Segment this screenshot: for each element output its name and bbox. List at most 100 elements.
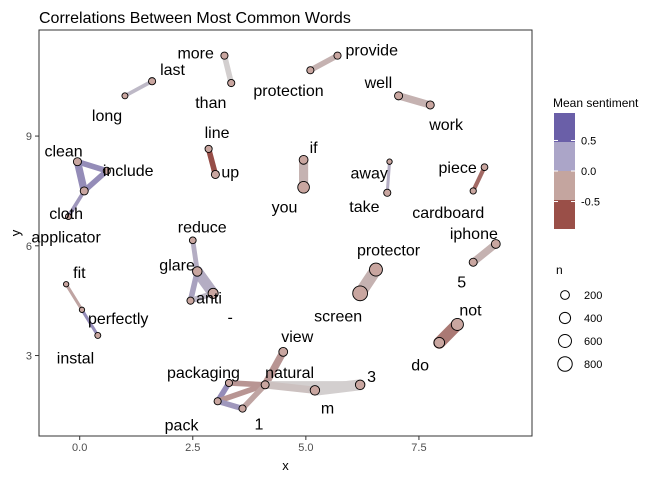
y-tick-label: 6 [26,241,32,253]
word-label-take: take [349,199,379,216]
node-m [309,385,321,396]
word-label-long: long [92,108,122,125]
edge-last-long [123,79,154,98]
size-legend-label: 800 [584,359,602,371]
node-protector [369,262,383,277]
edge-1-natural [239,382,268,412]
edge-piece-cardboard [471,165,487,194]
node-glare [192,266,203,277]
word-label-reduce: reduce [178,219,227,236]
word-label-line: line [205,125,230,142]
node-iphone [490,239,501,249]
word-label-packaging: packaging [167,365,240,382]
node-reduce [188,236,197,245]
node-cloth [79,186,89,196]
edge-natural-m [261,381,319,394]
node-provide [333,51,342,60]
y-axis: 3 6 9 [26,131,39,363]
node-anti [207,287,219,299]
node-up [210,169,220,179]
word-label-perfectly: perfectly [88,311,148,328]
node-sym25 [186,296,195,305]
size-legend-circle [560,290,570,300]
word-label-sym25: - [228,310,233,327]
word-label-5: 5 [457,274,466,291]
edge-provide-protection [307,52,341,74]
color-legend-title: Mean sentiment [553,96,639,110]
node-long [121,92,129,100]
node-do [433,336,446,349]
word-labels-layer: more than provide protection last long well wor… [31,43,498,435]
x-tick-label: 5.0 [298,442,313,454]
node-work [425,100,435,110]
node-instal [94,331,102,339]
edge-away-take [385,160,392,195]
size-legend-title: n [556,263,563,277]
edge-clean-cloth [73,157,88,195]
node-last [148,77,157,86]
word-label-applicator: applicator [31,230,101,247]
node-pack [213,397,222,406]
edge-cloth-include [81,168,110,194]
edge-m-3 [309,379,366,396]
word-label-pack: pack [165,417,200,434]
y-tick-label: 3 [26,351,32,363]
node-clean [72,157,82,167]
size-legend-label: 600 [584,336,602,348]
word-label-piece: piece [439,160,477,177]
word-label-m: m [321,400,334,417]
node-away [386,158,393,165]
node-take [383,188,392,197]
chart-title: Correlations Between Most Common Words [39,10,351,27]
node-view [278,347,289,357]
word-label-provide: provide [346,43,399,60]
color-legend: Mean sentiment 0.5 0.0 -0.5 [553,96,639,229]
word-label-1: 1 [255,417,264,434]
color-legend-tick-label: 0.0 [581,166,596,178]
word-label-protection: protection [253,83,323,100]
word-label-well: well [364,75,393,92]
edge-pack-1 [214,398,246,412]
edge-fit-perfectly [64,282,84,312]
node-1 [238,404,247,413]
node-well [394,91,404,101]
color-legend-bar [554,113,575,229]
x-tick-label: 0.0 [72,442,87,454]
size-legend: n 200 400 600 800 [556,263,602,372]
word-label-cloth: cloth [49,206,83,223]
word-label-than: than [195,95,226,112]
word-label-more: more [177,46,214,63]
word-label-3: 3 [367,369,376,386]
plot-panel [38,29,533,437]
word-label-screen: screen [314,308,362,325]
node-5 [468,257,478,267]
y-tick-label: 9 [26,131,32,143]
edge-well-work [394,92,434,109]
x-tick-label: 7.5 [411,442,426,454]
word-label-if: if [310,140,319,157]
node-cardboard [469,187,477,195]
color-legend-swatch [554,200,575,229]
edge-view-natural [261,348,287,389]
word-label-include: include [103,163,154,180]
size-legend-label: 200 [584,290,602,302]
node-natural [260,380,270,390]
color-legend-swatch [554,113,575,142]
node-screen [352,285,368,302]
size-legend-items: 200 400 600 800 [557,290,602,372]
nodes-layer [62,51,501,413]
node-protection [306,66,315,75]
y-axis-title: y [8,229,23,236]
word-label-anti: anti [196,290,222,307]
node-perfectly [78,306,86,313]
word-label-view: view [281,329,313,346]
color-legend-tick-label: 0.5 [581,135,596,147]
size-legend-label: 400 [584,313,602,325]
x-tick-label: 2.5 [185,442,200,454]
word-label-work: work [428,117,464,134]
node-3 [354,379,366,390]
size-legend-circle [558,334,572,348]
word-label-not: not [459,302,482,319]
word-label-up: up [221,164,239,181]
x-axis-title: x [282,458,289,473]
